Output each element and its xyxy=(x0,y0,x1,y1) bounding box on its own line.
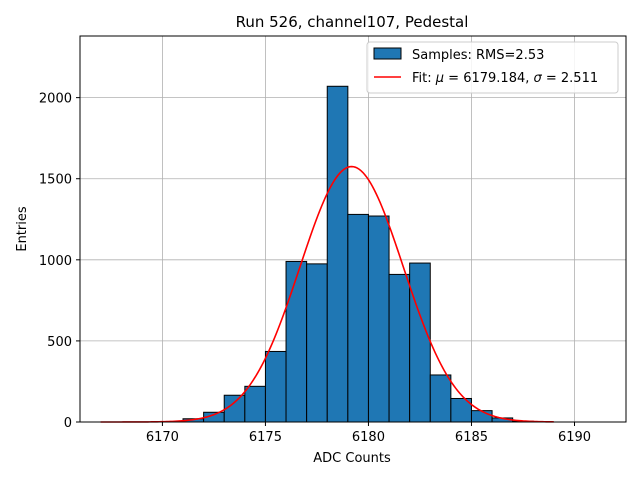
histogram-bar xyxy=(470,410,493,423)
x-tick-label: 6175 xyxy=(249,430,282,445)
y-tick-label: 1000 xyxy=(39,254,72,269)
histogram-bar xyxy=(285,260,308,423)
legend-fit-prefix: Fit: xyxy=(412,71,436,86)
histogram-bar xyxy=(409,262,431,423)
fit-curve xyxy=(100,165,554,423)
plot-frame xyxy=(79,35,627,423)
x-axis-label: ADC Counts xyxy=(313,451,391,466)
x-tick-label: 6170 xyxy=(146,430,179,445)
legend-fit-mu-value: = 6179.184, xyxy=(444,71,533,86)
legend: Samples: RMS=2.53 Fit: μ = 6179.184, σ =… xyxy=(366,41,619,94)
y-axis-label: Entries xyxy=(15,206,30,252)
histogram-bars xyxy=(182,85,534,423)
x-axis-ticks: 6170 6175 6180 6185 6190 xyxy=(146,422,591,445)
legend-fit-label: Fit: μ = 6179.184, σ = 2.511 xyxy=(412,71,598,86)
chart-title: Run 526, channel107, Pedestal xyxy=(236,13,469,31)
y-tick-label: 2000 xyxy=(39,92,72,107)
histogram-bar xyxy=(264,350,287,423)
y-tick-label: 1500 xyxy=(39,173,72,188)
y-tick-label: 0 xyxy=(64,416,72,431)
histogram-bar xyxy=(347,213,369,423)
legend-fit-sigma-symbol: σ xyxy=(534,71,543,86)
histogram-bar xyxy=(326,85,349,423)
legend-fit-mu-symbol: μ xyxy=(435,71,444,86)
histogram-bar xyxy=(306,263,328,423)
x-tick-label: 6180 xyxy=(352,430,385,445)
legend-box xyxy=(366,41,619,94)
legend-samples-swatch xyxy=(373,47,402,60)
histogram-bar xyxy=(388,273,411,423)
histogram-bar xyxy=(244,385,266,423)
legend-fit-sigma-value: = 2.511 xyxy=(542,71,598,86)
histogram-bar xyxy=(367,215,390,423)
y-tick-label: 500 xyxy=(47,335,72,350)
legend-samples-label: Samples: RMS=2.53 xyxy=(412,48,544,63)
x-tick-label: 6190 xyxy=(558,430,591,445)
x-tick-label: 6185 xyxy=(455,430,488,445)
y-axis-ticks: 0 500 1000 1500 2000 xyxy=(39,92,80,431)
histogram-bar xyxy=(429,374,452,423)
